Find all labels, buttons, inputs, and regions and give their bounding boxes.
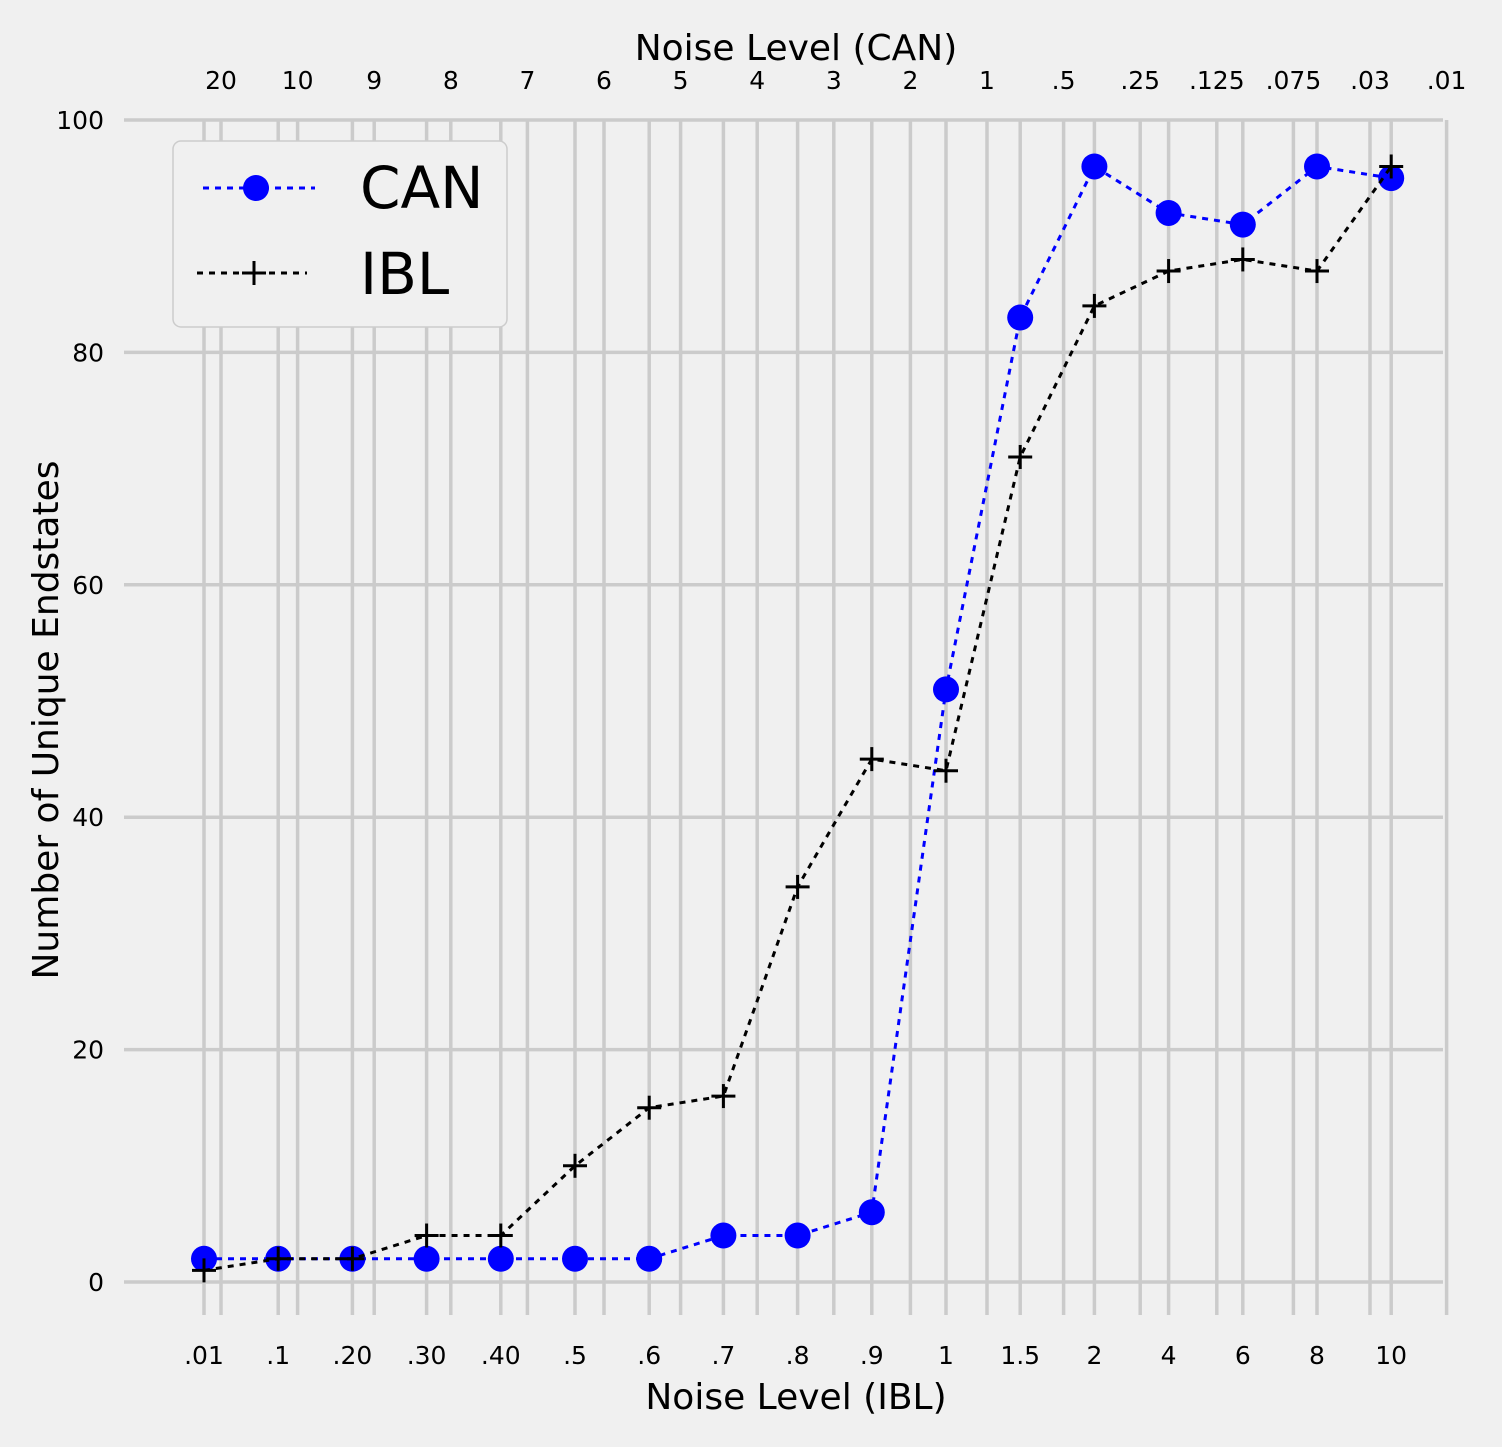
x-tick-label: 1: [938, 1341, 954, 1370]
x-tick-label: .5: [563, 1341, 587, 1370]
data-point-can: [1155, 199, 1182, 226]
data-point-ibl: [1008, 444, 1033, 469]
data-point-ibl: [563, 1153, 587, 1178]
x-tick-label: .9: [860, 1341, 884, 1370]
top-tick-label: 6: [596, 66, 612, 95]
series-line-can: [204, 164, 1392, 1261]
top-tick-label: .01: [1427, 66, 1467, 95]
top-tick-label: 1: [979, 66, 995, 95]
y-tick-label: 40: [72, 803, 104, 832]
x-tick-label: 4: [1161, 1341, 1177, 1370]
x-tick-label: .01: [184, 1341, 224, 1370]
data-point-ibl: [414, 1223, 439, 1248]
top-tick-label: .25: [1120, 66, 1160, 95]
y-tick-label: 100: [56, 106, 104, 135]
y-tick-label: 60: [72, 571, 104, 600]
data-point-can: [933, 676, 959, 703]
grid: [124, 118, 1449, 1315]
top-tick-label: .03: [1350, 66, 1390, 95]
data-point-ibl: [711, 1084, 736, 1109]
data-point-can: [1229, 211, 1256, 238]
data-point-ibl: [785, 874, 810, 899]
data-point-ibl: [1230, 247, 1255, 272]
series-ibl: [192, 154, 1404, 1283]
data-point-ibl: [488, 1223, 513, 1248]
x-tick-label: .8: [786, 1341, 810, 1370]
legend-label-can: CAN: [360, 154, 484, 222]
data-point-ibl: [1379, 154, 1404, 179]
data-point-can: [710, 1222, 737, 1249]
data-point-can: [1081, 153, 1108, 180]
data-point-ibl: [934, 758, 958, 783]
data-point-can: [562, 1245, 588, 1272]
x-tick-label: .20: [333, 1341, 373, 1370]
series: [191, 153, 1405, 1283]
y-tick-label: 20: [72, 1036, 104, 1065]
top-tick-label: 2: [902, 66, 918, 95]
top-tick-label: 9: [366, 66, 382, 95]
x-tick-label: 8: [1309, 1341, 1325, 1370]
legend: CAN IBL: [172, 140, 508, 328]
top-tick-label: 5: [673, 66, 689, 95]
top-axis-label: Noise Level (CAN): [635, 28, 958, 69]
data-point-can: [858, 1199, 885, 1226]
top-tick-label: .5: [1052, 66, 1076, 95]
top-tick-label: 4: [749, 66, 765, 95]
data-point-can: [784, 1222, 811, 1249]
top-tick-label: 10: [282, 66, 314, 95]
y-axis-label: Number of Unique Endstates: [26, 461, 67, 980]
data-point-ibl: [340, 1246, 365, 1271]
x-tick-label: .6: [637, 1341, 661, 1370]
x-tick-label: 10: [1375, 1341, 1407, 1370]
top-tick-label: 3: [826, 66, 842, 95]
data-point-ibl: [1082, 293, 1107, 318]
y-tick-label: 0: [88, 1268, 104, 1297]
y-tick-label: 80: [72, 338, 104, 367]
series-can: [191, 153, 1405, 1272]
x-tick-label: .40: [481, 1341, 521, 1370]
x-tick-label: 1.5: [1000, 1341, 1040, 1370]
data-point-can: [413, 1245, 440, 1272]
data-point-ibl: [859, 747, 884, 772]
x-axis-label: Noise Level (IBL): [645, 1377, 946, 1418]
data-point-ibl: [1156, 259, 1181, 284]
top-tick-label: 8: [443, 66, 459, 95]
legend-label-ibl: IBL: [360, 240, 449, 308]
data-point-can: [1007, 304, 1034, 331]
top-tick-label: 7: [519, 66, 535, 95]
legend-marker-ibl: [242, 261, 266, 285]
top-tick-label: .075: [1266, 66, 1322, 95]
data-point-can: [636, 1245, 663, 1272]
x-tick-label: 6: [1235, 1341, 1251, 1370]
data-point-can: [1304, 153, 1330, 180]
x-tick-label: 2: [1086, 1341, 1102, 1370]
x-tick-label: .30: [407, 1341, 447, 1370]
top-tick-label: 20: [205, 66, 237, 95]
data-point-ibl: [192, 1258, 216, 1283]
data-point-can: [487, 1245, 514, 1272]
x-tick-label: .7: [711, 1341, 735, 1370]
x-tick-label: .1: [266, 1341, 290, 1370]
top-tick-label: .125: [1189, 66, 1245, 95]
data-point-ibl: [266, 1246, 291, 1271]
legend-marker-can: [243, 175, 269, 201]
data-point-ibl: [637, 1095, 662, 1120]
data-point-ibl: [1305, 259, 1329, 284]
